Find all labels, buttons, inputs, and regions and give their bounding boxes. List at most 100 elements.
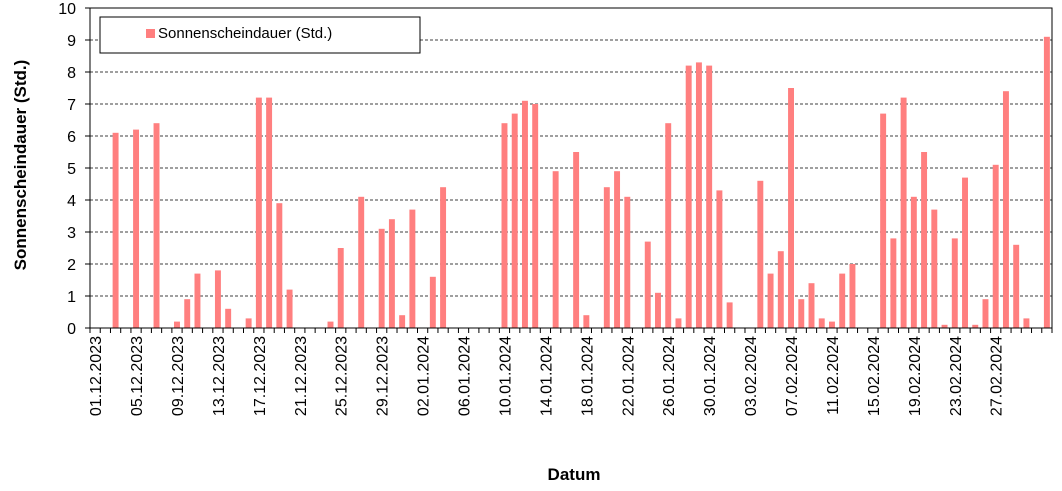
bar	[214, 270, 221, 328]
bar	[276, 203, 283, 328]
bar	[1043, 36, 1050, 329]
x-tick-label: 05.12.2023	[129, 336, 146, 416]
bar	[726, 302, 733, 328]
x-tick-label: 13.12.2023	[211, 336, 228, 416]
bar	[910, 196, 917, 328]
bar	[440, 187, 447, 328]
bar	[1002, 91, 1009, 328]
bar	[1013, 244, 1020, 328]
bar	[624, 196, 631, 328]
bar	[962, 177, 968, 328]
bar	[194, 273, 201, 328]
bar	[829, 321, 835, 328]
bar	[972, 324, 979, 328]
bar	[818, 318, 825, 328]
bar	[429, 276, 436, 328]
x-tick-label: 09.12.2023	[170, 336, 187, 416]
x-tick-label: 02.01.2024	[416, 336, 433, 416]
y-tick-label: 5	[67, 161, 76, 178]
x-tick-label: 19.02.2024	[907, 336, 924, 416]
y-tick-label: 10	[58, 1, 76, 18]
bar	[880, 113, 887, 328]
x-tick-label: 18.01.2024	[579, 336, 596, 416]
y-tick-labels: 0 1 2 3 4 5 6 7 8 9 10	[58, 1, 76, 338]
x-tick-label: 15.02.2024	[866, 336, 883, 416]
bar	[992, 164, 999, 328]
y-axis-label: Sonnenscheindauer (Std.)	[11, 60, 30, 271]
bar	[337, 248, 344, 328]
y-tick-label: 8	[67, 65, 76, 82]
bar	[890, 238, 897, 328]
bar	[521, 100, 528, 328]
bar	[675, 318, 682, 328]
bar	[174, 321, 180, 328]
x-tick-label: 11.02.2024	[825, 336, 842, 415]
bar	[552, 171, 559, 328]
bar	[266, 97, 273, 328]
bar	[951, 238, 958, 328]
axes	[85, 7, 1053, 333]
bar	[665, 123, 672, 328]
bar	[184, 299, 191, 328]
bar	[358, 196, 365, 328]
bar	[1023, 318, 1030, 328]
x-tick-label: 14.01.2024	[538, 336, 555, 416]
bar	[941, 324, 948, 328]
bar	[716, 190, 723, 328]
y-tick-label: 3	[67, 225, 76, 242]
y-tick-label: 7	[67, 97, 76, 114]
y-tick-label: 1	[67, 289, 76, 306]
bar	[603, 187, 610, 328]
legend: Sonnenscheindauer (Std.)	[99, 16, 421, 54]
bar	[327, 321, 334, 328]
bar	[255, 97, 262, 328]
bar-series	[112, 36, 1050, 329]
x-tick-label: 27.02.2024	[989, 336, 1006, 416]
bar	[655, 292, 661, 328]
x-tick-label: 03.02.2024	[743, 336, 760, 416]
legend-swatch	[146, 29, 155, 38]
legend-label: Sonnenscheindauer (Std.)	[158, 25, 332, 42]
bar	[788, 88, 794, 328]
bar	[245, 318, 252, 328]
bar	[573, 152, 580, 328]
bar	[685, 65, 692, 328]
bar	[695, 62, 702, 329]
x-tick-label: 10.01.2024	[497, 336, 514, 416]
bar	[982, 299, 989, 328]
bar	[808, 283, 815, 328]
bar	[706, 65, 713, 328]
y-tick-label: 2	[67, 257, 76, 274]
x-tick-label: 06.01.2024	[457, 336, 474, 416]
bar	[511, 113, 518, 328]
y-tick-label: 6	[67, 129, 76, 146]
bar	[614, 171, 621, 328]
bar	[532, 104, 539, 328]
bar	[583, 315, 590, 328]
bar	[644, 241, 651, 328]
y-tick-label: 9	[67, 33, 76, 50]
bar	[921, 152, 928, 328]
grid-lines	[90, 39, 1052, 297]
x-tick-label: 07.02.2024	[784, 336, 801, 416]
bar	[409, 209, 416, 328]
bar	[225, 308, 232, 328]
bar	[153, 123, 160, 328]
x-tick-label: 22.01.2024	[620, 336, 637, 416]
x-tick-label: 29.12.2023	[375, 336, 392, 416]
bar	[399, 315, 406, 328]
y-tick-label: 4	[67, 193, 76, 210]
x-axis-label: Datum	[548, 465, 601, 484]
bar	[112, 132, 119, 328]
bar	[757, 180, 764, 328]
y-tick-label: 0	[67, 321, 76, 338]
x-tick-label: 01.12.2023	[88, 336, 105, 416]
x-tick-label: 25.12.2023	[334, 336, 351, 416]
bar	[931, 209, 938, 328]
x-tick-labels: 01.12.2023 05.12.2023 09.12.2023 13.12.2023…	[88, 336, 1006, 416]
bar	[388, 219, 395, 328]
bar	[767, 273, 774, 328]
x-tick-label: 23.02.2024	[948, 336, 965, 416]
